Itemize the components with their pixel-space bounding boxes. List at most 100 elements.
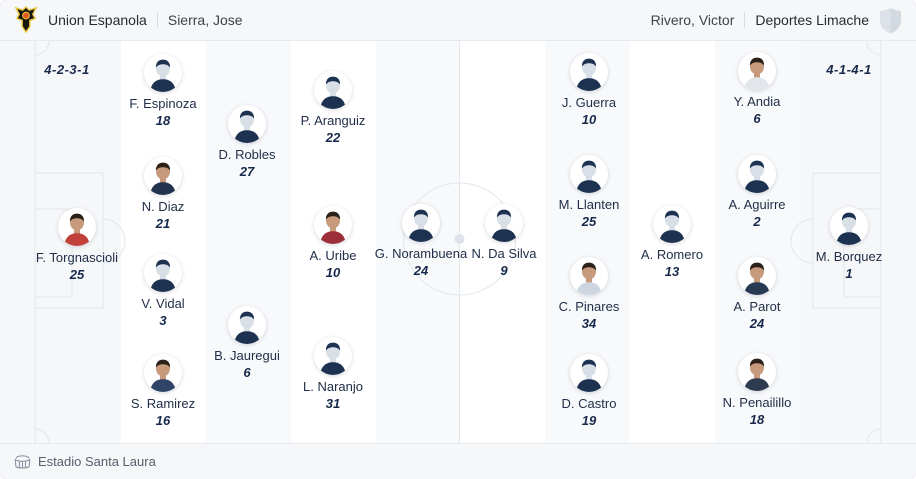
- player-avatar: [144, 354, 182, 392]
- player[interactable]: F. Torgnascioli 25: [29, 208, 125, 283]
- home-formation-label: 4-2-3-1: [44, 62, 90, 77]
- player[interactable]: D. Robles 27: [199, 105, 295, 180]
- home-coach-name: Sierra, Jose: [167, 12, 243, 28]
- player-number: 34: [581, 316, 597, 331]
- player[interactable]: C. Pinares 34: [541, 257, 637, 332]
- away-team-header: Rivero, Victor Deportes Limache: [651, 7, 902, 34]
- player-avatar: [738, 52, 776, 90]
- player-name: F. Espinoza: [129, 96, 197, 111]
- home-team-name[interactable]: Union Espanola: [48, 12, 147, 28]
- player[interactable]: A. Parot 24: [709, 257, 805, 332]
- player-avatar: [830, 207, 868, 245]
- player-name: C. Pinares: [558, 299, 620, 314]
- player-avatar: [314, 337, 352, 375]
- player-name: B. Jauregui: [214, 348, 280, 363]
- player-avatar: [570, 354, 608, 392]
- player[interactable]: B. Jauregui 6: [199, 306, 295, 381]
- player-avatar: [228, 306, 266, 344]
- player-name: M. Llanten: [558, 197, 620, 212]
- player[interactable]: A. Romero 13: [624, 205, 720, 280]
- player-number: 24: [413, 263, 429, 278]
- player[interactable]: G. Norambuena 24: [373, 204, 469, 279]
- player-name: S. Ramirez: [130, 396, 196, 411]
- home-team-header: Union Espanola Sierra, Jose: [14, 6, 243, 34]
- away-formation-label: 4-1-4-1: [826, 62, 872, 77]
- player-avatar: [738, 155, 776, 193]
- player-avatar: [314, 206, 352, 244]
- player-name: V. Vidal: [141, 296, 185, 311]
- player-name: F. Torgnascioli: [35, 250, 119, 265]
- player-number: 2: [753, 214, 761, 229]
- player-name: N. Penailillo: [722, 395, 792, 410]
- player-number: 25: [69, 267, 85, 282]
- player[interactable]: M. Llanten 25: [541, 155, 637, 230]
- player-number: 22: [325, 130, 341, 145]
- player-number: 1: [845, 266, 853, 281]
- player[interactable]: N. Da Silva 9: [456, 204, 552, 279]
- player-avatar: [738, 257, 776, 295]
- player-avatar: [570, 257, 608, 295]
- pitch-markings: [34, 41, 882, 443]
- player[interactable]: N. Penailillo 18: [709, 353, 805, 428]
- player-number: 6: [243, 365, 251, 380]
- header: Union Espanola Sierra, Jose Rivero, Vict…: [0, 0, 916, 41]
- player-avatar: [58, 208, 96, 246]
- player-name: A. Parot: [733, 299, 781, 314]
- player[interactable]: A. Uribe 10: [285, 206, 381, 281]
- player-number: 10: [325, 265, 341, 280]
- player-number: 13: [664, 264, 680, 279]
- player[interactable]: N. Diaz 21: [115, 157, 211, 232]
- player[interactable]: V. Vidal 3: [115, 254, 211, 329]
- player-name: N. Da Silva: [471, 246, 537, 261]
- player-avatar: [738, 353, 776, 391]
- player[interactable]: F. Espinoza 18: [115, 54, 211, 129]
- player-number: 18: [749, 412, 765, 427]
- player-avatar: [570, 53, 608, 91]
- player-number: 16: [155, 413, 171, 428]
- player[interactable]: A. Aguirre 2: [709, 155, 805, 230]
- player-name: M. Borquez: [815, 249, 883, 264]
- player-number: 31: [325, 396, 341, 411]
- player-avatar: [144, 54, 182, 92]
- player[interactable]: J. Guerra 10: [541, 53, 637, 128]
- player[interactable]: D. Castro 19: [541, 354, 637, 429]
- player-number: 24: [749, 316, 765, 331]
- player-avatar: [570, 155, 608, 193]
- player-avatar: [144, 254, 182, 292]
- player-number: 19: [581, 413, 597, 428]
- player-name: D. Castro: [561, 396, 617, 411]
- pitch-band: [376, 41, 460, 443]
- player-number: 9: [500, 263, 508, 278]
- player-avatar: [402, 204, 440, 242]
- player-name: Y. Andia: [733, 94, 781, 109]
- player[interactable]: P. Aranguiz 22: [285, 71, 381, 146]
- divider: [156, 12, 158, 28]
- away-team-name[interactable]: Deportes Limache: [755, 12, 869, 28]
- away-coach-name: Rivero, Victor: [650, 12, 735, 28]
- pitch-band: [0, 41, 121, 443]
- pitch: 4-2-3-1 4-1-4-1 F. Torgnascioli 25: [0, 41, 916, 443]
- player[interactable]: S. Ramirez 16: [115, 354, 211, 429]
- player-name: A. Romero: [640, 247, 704, 262]
- home-team-crest-icon[interactable]: [14, 6, 38, 34]
- player-number: 3: [159, 313, 167, 328]
- player[interactable]: Y. Andia 6: [709, 52, 805, 127]
- player[interactable]: M. Borquez 1: [801, 207, 897, 282]
- divider: [744, 12, 746, 28]
- player-name: A. Uribe: [309, 248, 357, 263]
- player-name: D. Robles: [218, 147, 276, 162]
- player-number: 10: [581, 112, 597, 127]
- player-avatar: [485, 204, 523, 242]
- player-avatar: [653, 205, 691, 243]
- player[interactable]: L. Naranjo 31: [285, 337, 381, 412]
- player-number: 25: [581, 214, 597, 229]
- player-number: 18: [155, 113, 171, 128]
- player-name: J. Guerra: [561, 95, 617, 110]
- pitch-band: [460, 41, 545, 443]
- player-name: G. Norambuena: [374, 246, 468, 261]
- player-number: 21: [155, 216, 171, 231]
- player-number: 6: [753, 111, 761, 126]
- away-team-crest-icon[interactable]: [879, 7, 902, 34]
- player-name: L. Naranjo: [303, 379, 363, 394]
